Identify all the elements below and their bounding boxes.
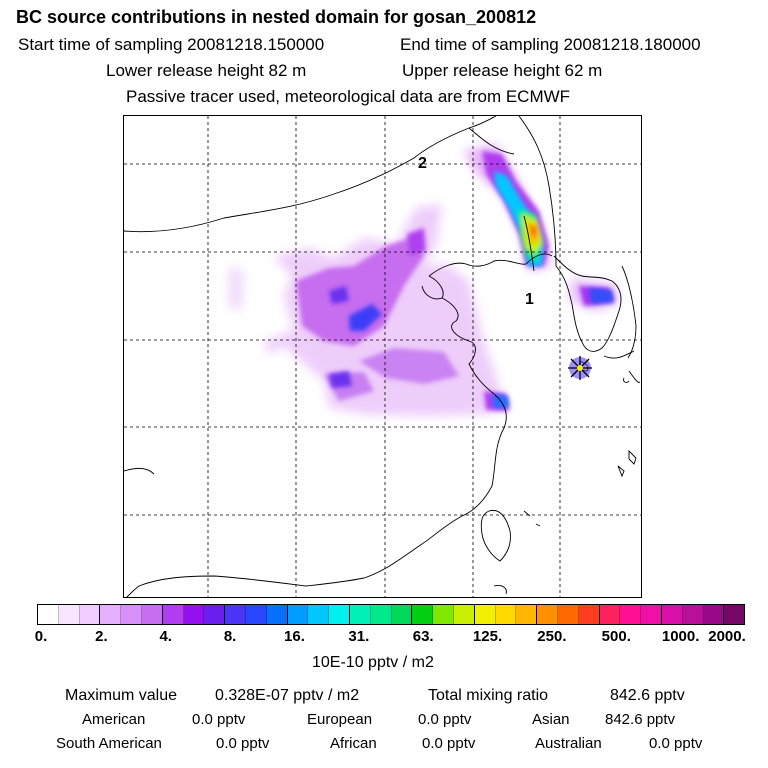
colorbar-swatch bbox=[162, 605, 184, 624]
colorbar-tick-label: 500. bbox=[601, 628, 631, 645]
map-label-1: 1 bbox=[525, 291, 534, 308]
colorbar-swatch bbox=[183, 605, 205, 624]
colorbar-tick-label: 2. bbox=[95, 628, 108, 645]
source-name-australian: Australian bbox=[535, 735, 602, 752]
colorbar-swatch bbox=[225, 605, 246, 624]
colorbar-tick-label: 1000. bbox=[661, 628, 700, 645]
colorbar-swatch bbox=[557, 605, 579, 624]
colorbar-swatch bbox=[599, 605, 621, 624]
colorbar-swatch bbox=[453, 605, 475, 624]
colorbar-swatch bbox=[100, 605, 122, 624]
plume-high-level bbox=[329, 171, 614, 408]
colorbar-swatch bbox=[703, 605, 725, 624]
colorbar-swatch bbox=[79, 605, 101, 624]
colorbar-tick-label: 31. bbox=[348, 628, 370, 645]
colorbar-swatch bbox=[724, 605, 745, 624]
colorbar-swatch bbox=[433, 605, 454, 624]
colorbar-swatch bbox=[412, 605, 434, 624]
colorbar-swatch bbox=[329, 605, 350, 624]
map-label-2: 2 bbox=[418, 155, 427, 172]
colorbar-swatch bbox=[141, 605, 163, 624]
colorbar-swatch bbox=[578, 605, 600, 624]
colorbar-swatch bbox=[474, 605, 496, 624]
colorbar-swatch bbox=[121, 605, 142, 624]
end-time-text: End time of sampling 20081218.180000 bbox=[400, 35, 701, 54]
colorbar-swatch bbox=[641, 605, 662, 624]
figure-title: BC source contributions in nested domain… bbox=[16, 7, 537, 27]
map-canvas: 1 2 bbox=[124, 116, 641, 597]
colorbar-swatch bbox=[58, 605, 80, 624]
graticule bbox=[124, 116, 641, 597]
colorbar-swatch bbox=[266, 605, 288, 624]
colorbar-tick-label: 4. bbox=[159, 628, 172, 645]
colorbar-swatch bbox=[661, 605, 683, 624]
colorbar-tick-label: 250. bbox=[537, 628, 567, 645]
total-mixing-ratio-label: Total mixing ratio bbox=[428, 687, 549, 704]
max-value-label: Maximum value bbox=[65, 687, 178, 704]
colorbar-swatch bbox=[349, 605, 371, 624]
source-value-european: 0.0 pptv bbox=[418, 711, 472, 728]
colorbar-tick-label: 8. bbox=[223, 628, 237, 645]
source-value-american: 0.0 pptv bbox=[192, 711, 246, 728]
source-value-australian: 0.0 pptv bbox=[649, 735, 703, 752]
colorbar-swatch bbox=[391, 605, 413, 624]
source-value-asian: 842.6 pptv bbox=[605, 711, 676, 728]
colorbar-swatch bbox=[38, 605, 59, 624]
colorbar-swatch bbox=[308, 605, 330, 624]
colorbar-tick-label: 0. bbox=[34, 628, 48, 645]
colorbar-swatch bbox=[287, 605, 309, 624]
source-name-asian: Asian bbox=[532, 711, 570, 728]
colorbar-tick-label: 16. bbox=[284, 628, 305, 645]
start-time-text: Start time of sampling 20081218.150000 bbox=[18, 35, 325, 54]
colorbar-units: 10E-10 pptv / m2 bbox=[312, 654, 434, 671]
source-name-european: European bbox=[307, 711, 373, 728]
colorbar-swatch bbox=[370, 605, 392, 624]
colorbar-tick-label: 2000. bbox=[708, 628, 746, 645]
colorbar bbox=[37, 604, 745, 625]
colorbar-swatch bbox=[682, 605, 704, 624]
source-name-south-american: South American bbox=[56, 735, 162, 752]
colorbar-swatch bbox=[204, 605, 226, 624]
source-value-african: 0.0 pptv bbox=[422, 735, 476, 752]
total-mixing-ratio-value: 842.6 pptv bbox=[610, 687, 685, 704]
colorbar-tick-label: 63. bbox=[412, 628, 434, 645]
upper-release-height-text: Upper release height 62 m bbox=[402, 61, 603, 80]
colorbar-swatch bbox=[620, 605, 642, 624]
source-name-african: African bbox=[330, 735, 377, 752]
lower-release-height-text: Lower release height 82 m bbox=[106, 61, 307, 80]
colorbar-swatch bbox=[516, 605, 538, 624]
star-marker-icon bbox=[568, 356, 592, 380]
colorbar-tick-label: 125. bbox=[472, 628, 503, 645]
colorbar-swatch bbox=[245, 605, 267, 624]
source-value-south-american: 0.0 pptv bbox=[216, 735, 270, 752]
max-value: 0.328E-07 pptv / m2 bbox=[215, 687, 360, 704]
source-name-american: American bbox=[82, 711, 146, 728]
map-panel: 1 2 bbox=[123, 115, 642, 598]
tracer-note-text: Passive tracer used, meteorological data… bbox=[126, 87, 571, 106]
colorbar-swatch bbox=[537, 605, 558, 624]
colorbar-swatch bbox=[495, 605, 517, 624]
